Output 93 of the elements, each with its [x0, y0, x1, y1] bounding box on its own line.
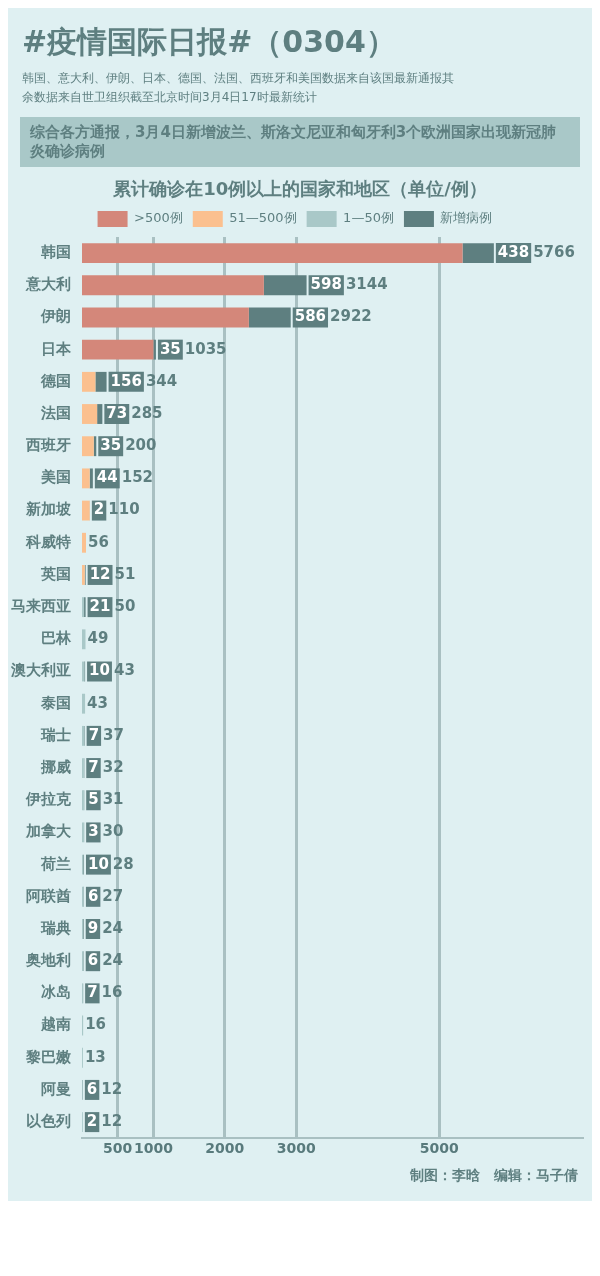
- data-label: 156: [110, 372, 142, 391]
- y-tick-label: 日本: [41, 339, 72, 358]
- data-label: 598: [310, 275, 342, 294]
- total-label: 51: [114, 565, 136, 584]
- total-label: 24: [102, 951, 124, 970]
- y-tick-label: 意大利: [25, 275, 71, 294]
- y-tick-label: 加拿大: [25, 822, 72, 841]
- data-label: 5: [88, 790, 99, 809]
- data-label: 21: [89, 597, 111, 616]
- legend-label: 1—50例: [343, 210, 394, 226]
- y-tick-label: 黎巴嫩: [25, 1048, 72, 1066]
- x-tick-label: 3000: [276, 1140, 317, 1157]
- y-tick-label: 阿曼: [41, 1080, 71, 1099]
- y-tick-label: 瑞典: [40, 919, 71, 938]
- y-tick-label: 越南: [40, 1015, 71, 1034]
- total-label: 12: [101, 1080, 123, 1099]
- total-label: 50: [114, 597, 136, 616]
- data-label: 586: [294, 307, 327, 326]
- total-label: 24: [102, 919, 124, 938]
- data-label: 7: [87, 983, 98, 1002]
- total-label: 110: [108, 500, 140, 519]
- x-tick-label: 2000: [205, 1140, 245, 1157]
- total-label: 5766: [533, 243, 575, 262]
- data-label: 3: [88, 822, 99, 841]
- y-tick-label: 阿联酋: [26, 887, 71, 906]
- total-label: 13: [84, 1048, 106, 1066]
- legend-label: >500例: [134, 210, 183, 226]
- y-tick-label: 科威特: [25, 533, 71, 552]
- y-tick-label: 法国: [40, 404, 71, 423]
- y-tick-label: 奥地利: [25, 951, 71, 970]
- total-label: 285: [131, 404, 163, 423]
- data-label: 7: [88, 726, 100, 745]
- total-label: 2922: [330, 307, 372, 326]
- total-label: 16: [101, 983, 123, 1002]
- y-tick-label: 荷兰: [40, 854, 71, 873]
- total-label: 3144: [345, 275, 388, 294]
- data-label: 7: [88, 758, 99, 777]
- total-label: 43: [113, 661, 135, 680]
- data-label: 9: [87, 919, 99, 938]
- y-tick-label: 美国: [40, 468, 71, 487]
- data-label: 6: [87, 887, 99, 906]
- data-label: 2: [93, 500, 105, 519]
- legend-label: 51—500例: [229, 210, 297, 226]
- total-label: 12: [101, 1112, 123, 1131]
- y-tick-label: 伊拉克: [25, 790, 72, 809]
- y-tick-label: 马来西亚: [11, 597, 71, 616]
- legend-label: 新增病例: [440, 210, 493, 226]
- data-label: 44: [96, 468, 118, 487]
- x-tick-label: 5000: [419, 1140, 459, 1157]
- total-label: 200: [125, 436, 157, 455]
- x-tick-label: 1000: [133, 1140, 174, 1157]
- y-tick-label: 冰岛: [41, 983, 71, 1002]
- chart-title: #疫情国际日报#（0304）: [21, 23, 397, 61]
- total-label: 56: [88, 533, 109, 552]
- total-label: 43: [87, 693, 108, 712]
- data-label: 35: [159, 339, 181, 358]
- y-tick-label: 澳大利亚: [10, 661, 71, 680]
- y-tick-label: 巴林: [41, 629, 72, 648]
- y-tick-label: 新加坡: [25, 500, 72, 519]
- data-label: 12: [89, 565, 111, 584]
- total-label: 27: [102, 887, 124, 906]
- y-tick-label: 西班牙: [25, 436, 71, 455]
- y-tick-label: 韩国: [40, 243, 71, 262]
- total-label: 31: [102, 790, 124, 809]
- total-label: 30: [102, 822, 124, 841]
- y-tick-label: 挪威: [40, 758, 71, 777]
- total-label: 37: [103, 726, 124, 745]
- data-label: 35: [100, 436, 122, 455]
- text: 制图：李晗 编辑：马子倩: [409, 1166, 579, 1186]
- text: 累计确诊在10例以上的国家和地区（单位/例）: [112, 177, 488, 202]
- data-label: 10: [88, 854, 109, 873]
- data-label: 10: [89, 661, 110, 680]
- data-label: 73: [106, 404, 128, 423]
- chart-subtitle: 韩国、意大利、伊朗、日本、德国、法国、西班牙和美国数据来自该国最新通报其余数据来自世卫组织截至北京时间3月4日17时最新统计: [21, 70, 455, 107]
- y-tick-label: 瑞士: [40, 726, 71, 745]
- total-label: 28: [112, 854, 134, 873]
- total-label: 16: [85, 1015, 107, 1034]
- data-label: 6: [86, 1080, 98, 1099]
- total-label: 32: [102, 758, 124, 777]
- total-label: 152: [121, 468, 154, 487]
- data-label: 2: [86, 1112, 98, 1131]
- text: 综合各方通报，3月4日新增波兰、斯洛文尼亚和匈牙利3个欧洲国家出现新冠肺炎确诊病例: [20, 117, 580, 168]
- y-tick-label: 以色列: [26, 1112, 71, 1131]
- total-label: 1035: [184, 339, 227, 358]
- y-tick-label: 伊朗: [40, 307, 71, 326]
- y-tick-label: 泰国: [40, 693, 71, 712]
- y-tick-label: 德国: [40, 372, 71, 391]
- x-tick-label: 500: [103, 1140, 133, 1157]
- y-tick-label: 英国: [40, 565, 71, 584]
- total-label: 49: [87, 629, 109, 648]
- data-label: 6: [87, 951, 99, 970]
- total-label: 344: [145, 372, 178, 391]
- data-label: 438: [497, 243, 530, 262]
